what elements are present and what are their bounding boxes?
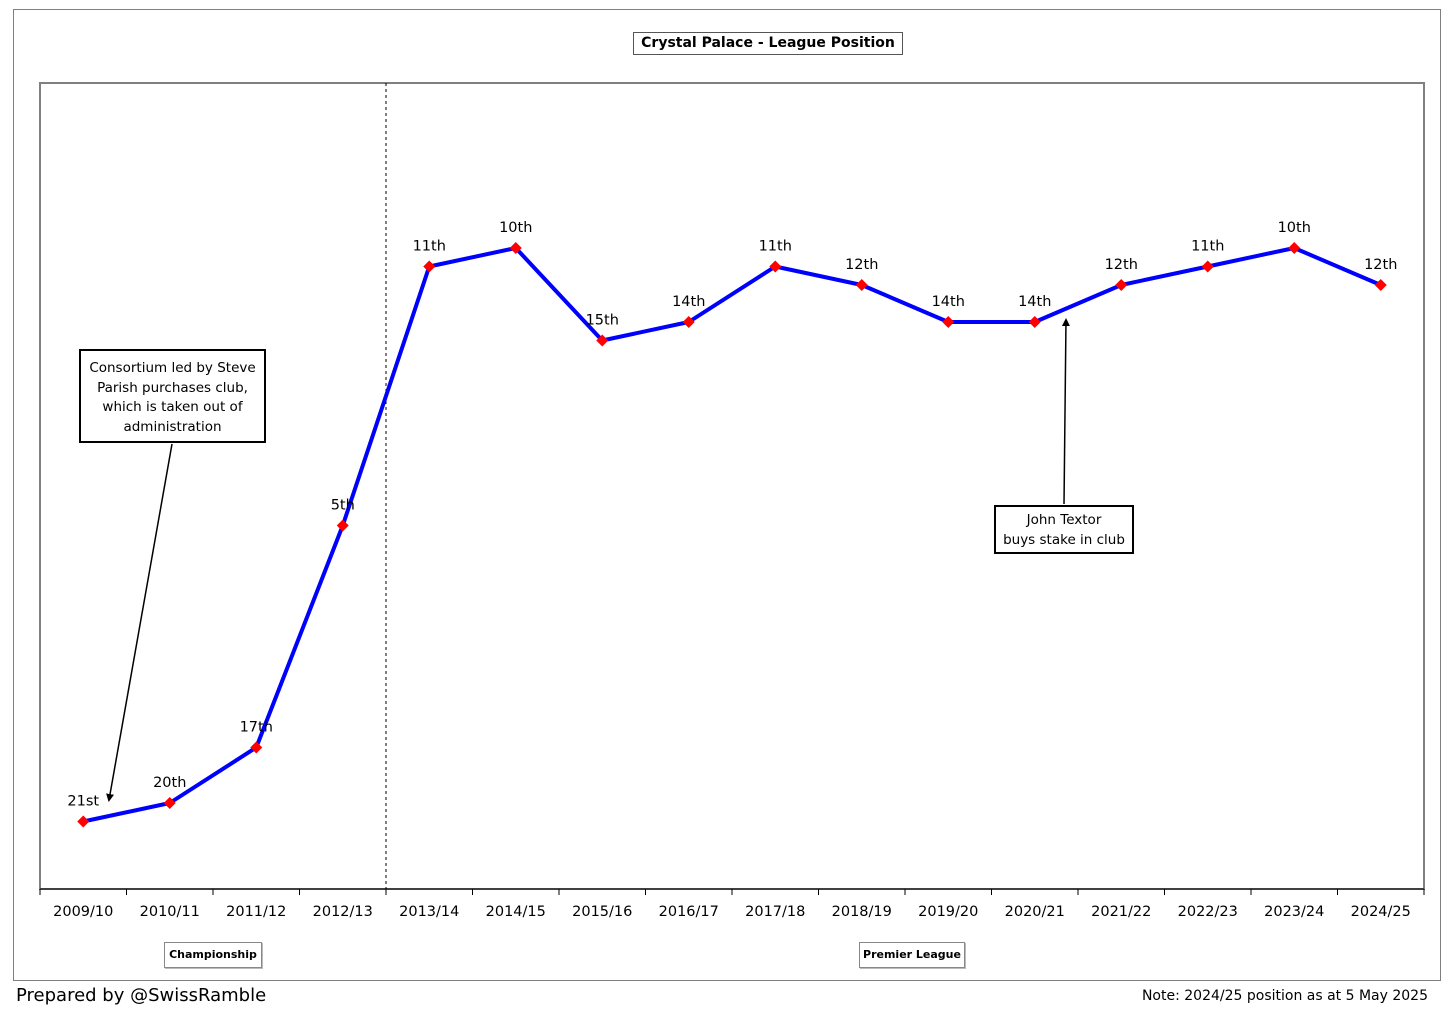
x-tick-label: 2019/20 — [918, 904, 978, 920]
annotation-line: buys stake in club — [1003, 531, 1125, 548]
data-point-label: 12th — [1105, 257, 1138, 273]
data-point-marker — [336, 519, 349, 532]
x-tick-label: 2024/25 — [1351, 904, 1411, 920]
data-point-label: 11th — [413, 239, 446, 255]
x-tick-label: 2018/19 — [832, 904, 892, 920]
data-point-marker — [769, 260, 782, 273]
data-point-label: 14th — [672, 294, 705, 310]
x-tick-label: 2009/10 — [53, 904, 113, 920]
chart-frame — [13, 9, 1441, 981]
annotation-parish-takeover: Consortium led by Steve Parish purchases… — [79, 349, 266, 443]
annotation-arrow-textor — [1061, 318, 1070, 505]
series-line — [82, 246, 1382, 824]
data-point-label: 12th — [845, 257, 878, 273]
data-point-marker — [682, 316, 695, 328]
annotation-arrow-parish — [106, 443, 173, 802]
plot-area — [39, 82, 1425, 890]
x-tick-label: 2014/15 — [486, 904, 546, 920]
data-point-label: 20th — [153, 775, 186, 791]
data-point-marker — [1115, 279, 1128, 291]
annotation-line: Parish purchases club, — [97, 379, 248, 396]
data-point-marker — [1201, 260, 1214, 273]
data-point-marker — [423, 260, 436, 273]
data-point-marker — [509, 242, 522, 254]
data-point-marker — [1028, 316, 1041, 328]
annotation-line: which is taken out of — [102, 399, 243, 415]
annotation-line: John Textor — [1026, 512, 1102, 528]
data-point-label: 17th — [240, 720, 273, 736]
data-point-label: 10th — [499, 220, 532, 236]
data-point-label: 14th — [1018, 294, 1051, 310]
chart-title: Crystal Palace - League Position — [633, 32, 903, 55]
annotation-line: administration — [123, 418, 222, 435]
data-point-marker — [1288, 242, 1301, 254]
footer-note: Note: 2024/25 position as at 5 May 2025 — [1141, 988, 1428, 1004]
data-point-label: 11th — [1191, 239, 1224, 255]
annotation-line: Consortium led by Steve — [89, 360, 256, 376]
x-tick-label: 2010/11 — [140, 904, 200, 920]
data-point-marker — [250, 741, 263, 754]
data-point-marker — [855, 279, 868, 291]
annotation-textor-stake: John Textor buys stake in club — [994, 505, 1134, 554]
x-tick-label: 2023/24 — [1264, 904, 1324, 920]
data-point-marker — [942, 316, 955, 328]
data-point-marker — [1374, 279, 1387, 291]
league-label-premier-league: Premier League — [859, 942, 965, 968]
data-point-label: 10th — [1278, 220, 1311, 236]
footer-credit: Prepared by @SwissRamble — [16, 985, 267, 1006]
data-point-marker — [163, 797, 176, 809]
data-point-marker — [77, 815, 90, 828]
data-point-marker — [596, 334, 609, 347]
x-tick-label: 2022/23 — [1178, 904, 1238, 920]
league-label-championship: Championship — [164, 942, 262, 968]
data-point-label: 14th — [932, 294, 965, 310]
data-point-label: 11th — [759, 239, 792, 255]
data-point-label: 21st — [67, 794, 99, 810]
x-tick-label: 2020/21 — [1005, 904, 1065, 920]
x-tick-label: 2012/13 — [313, 904, 373, 920]
x-tick-label: 2013/14 — [399, 904, 459, 920]
x-tick-label: 2021/22 — [1091, 904, 1151, 920]
x-tick-label: 2011/12 — [226, 904, 286, 920]
x-tick-label: 2017/18 — [745, 904, 805, 920]
x-tick-label: 2016/17 — [659, 904, 719, 920]
data-point-label: 15th — [586, 313, 619, 329]
data-point-label: 12th — [1364, 257, 1397, 273]
x-tick-label: 2015/16 — [572, 904, 632, 920]
data-point-label: 5th — [331, 498, 355, 514]
